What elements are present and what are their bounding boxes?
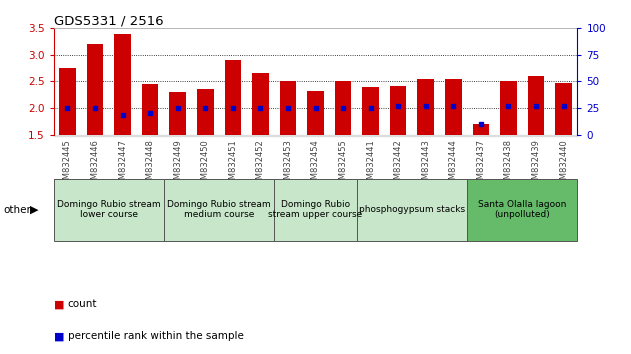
Bar xyxy=(390,86,406,135)
Bar xyxy=(247,135,274,136)
Bar xyxy=(467,135,495,136)
Bar xyxy=(384,135,412,136)
Bar xyxy=(302,135,329,136)
Text: Domingo Rubio stream
lower course: Domingo Rubio stream lower course xyxy=(57,200,160,219)
Bar xyxy=(412,135,440,136)
Bar xyxy=(142,84,158,135)
Bar xyxy=(495,135,522,136)
Bar xyxy=(418,79,434,135)
Bar xyxy=(445,79,462,135)
Bar xyxy=(54,135,81,136)
Text: ■: ■ xyxy=(54,299,64,309)
Bar xyxy=(357,135,384,136)
Bar xyxy=(528,76,545,135)
Text: GDS5331 / 2516: GDS5331 / 2516 xyxy=(54,14,163,27)
Text: count: count xyxy=(68,299,97,309)
Bar xyxy=(219,135,247,136)
Bar xyxy=(191,135,219,136)
Bar xyxy=(86,44,103,135)
Bar xyxy=(329,135,357,136)
Bar xyxy=(473,124,489,135)
Bar xyxy=(252,73,269,135)
Bar xyxy=(362,87,379,135)
Text: Domingo Rubio
stream upper course: Domingo Rubio stream upper course xyxy=(268,200,363,219)
Bar xyxy=(440,135,467,136)
Text: phosphogypsum stacks: phosphogypsum stacks xyxy=(359,205,465,214)
Bar xyxy=(307,91,324,135)
Bar xyxy=(225,60,241,135)
Text: other: other xyxy=(3,205,31,215)
Bar xyxy=(555,83,572,135)
Bar xyxy=(522,135,550,136)
Bar xyxy=(136,135,164,136)
Bar xyxy=(59,68,76,135)
Bar xyxy=(500,81,517,135)
Bar xyxy=(280,81,296,135)
Bar xyxy=(197,89,213,135)
Text: Domingo Rubio stream
medium course: Domingo Rubio stream medium course xyxy=(167,200,271,219)
Text: Santa Olalla lagoon
(unpolluted): Santa Olalla lagoon (unpolluted) xyxy=(478,200,567,219)
Text: ■: ■ xyxy=(54,331,64,341)
Bar xyxy=(335,81,351,135)
Text: ▶: ▶ xyxy=(30,205,38,215)
Bar xyxy=(109,135,136,136)
Text: percentile rank within the sample: percentile rank within the sample xyxy=(68,331,244,341)
Bar xyxy=(169,92,186,135)
Bar xyxy=(274,135,302,136)
Bar xyxy=(81,135,109,136)
Bar xyxy=(550,135,577,136)
Bar xyxy=(164,135,191,136)
Bar xyxy=(114,34,131,135)
